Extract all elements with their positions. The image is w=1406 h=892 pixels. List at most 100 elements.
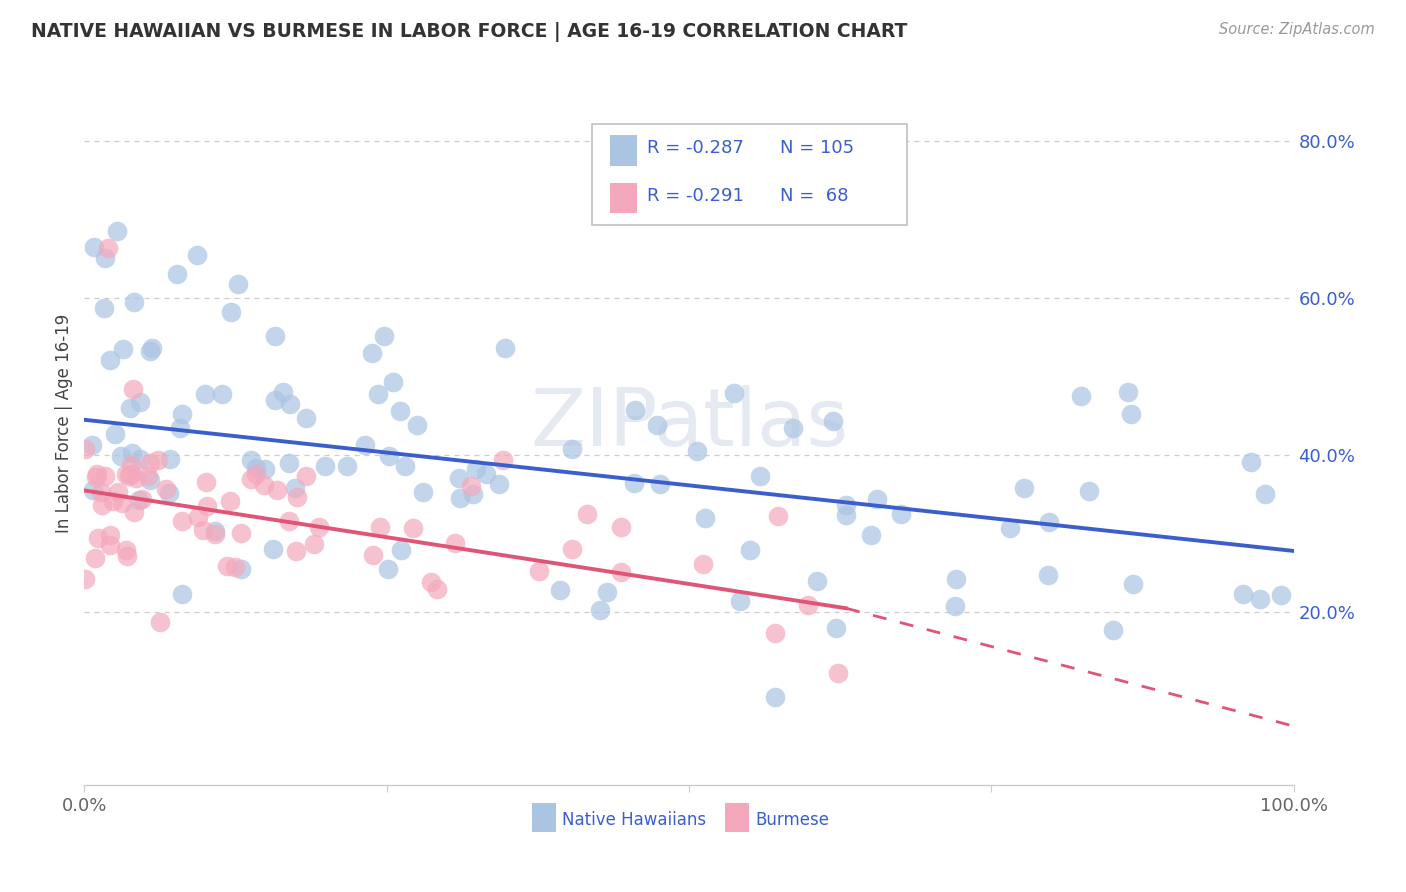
Point <box>465 462 488 476</box>
Point <box>827 666 849 681</box>
Point <box>111 342 134 356</box>
Point <box>368 520 391 534</box>
Point <box>159 452 181 467</box>
Point <box>278 397 301 411</box>
Point <box>121 446 143 460</box>
Point <box>115 549 138 564</box>
Point <box>80 438 103 452</box>
Point <box>218 494 240 508</box>
Point <box>1116 384 1139 399</box>
Point <box>797 598 820 612</box>
Point <box>461 487 484 501</box>
Point <box>610 565 633 579</box>
Point <box>139 344 162 359</box>
Point <box>128 493 150 508</box>
FancyBboxPatch shape <box>531 803 555 832</box>
Point <box>93 252 115 266</box>
Point <box>110 449 132 463</box>
Point <box>245 467 267 481</box>
Point <box>405 418 427 433</box>
Point <box>302 537 325 551</box>
Point <box>211 387 233 401</box>
Point <box>98 538 121 552</box>
Point <box>527 564 550 578</box>
Point <box>148 452 170 467</box>
Point <box>723 386 745 401</box>
Point <box>262 542 284 557</box>
Point <box>263 329 285 343</box>
Point <box>125 470 148 484</box>
Point <box>859 528 882 542</box>
Point <box>295 469 318 483</box>
Point <box>118 469 141 483</box>
Point <box>623 475 645 490</box>
Text: Native Hawaiians: Native Hawaiians <box>562 811 706 829</box>
Point <box>1070 389 1092 403</box>
Point <box>360 346 382 360</box>
Point <box>1077 483 1099 498</box>
Point <box>204 527 226 541</box>
Text: N = 105: N = 105 <box>780 139 853 157</box>
Point <box>401 521 423 535</box>
Point <box>295 410 318 425</box>
Point <box>115 543 138 558</box>
Point <box>98 353 121 368</box>
Point <box>492 453 515 467</box>
Point <box>782 420 804 434</box>
Point <box>1270 588 1292 602</box>
Point <box>122 383 145 397</box>
Point <box>1038 515 1060 529</box>
Point <box>84 470 107 484</box>
Point <box>1012 481 1035 495</box>
Point <box>277 514 299 528</box>
Point <box>219 305 242 319</box>
Point <box>443 536 465 550</box>
Point <box>253 477 276 491</box>
Text: R = -0.291: R = -0.291 <box>647 187 744 205</box>
Point <box>692 557 714 571</box>
Point <box>104 427 127 442</box>
Point <box>550 582 572 597</box>
Point <box>229 526 252 541</box>
Point <box>285 490 308 504</box>
Point <box>90 485 112 500</box>
Point <box>648 477 671 491</box>
Point <box>97 241 120 255</box>
Point <box>82 483 104 497</box>
Point <box>157 486 180 500</box>
Point <box>890 507 912 521</box>
Point <box>83 240 105 254</box>
Point <box>693 511 716 525</box>
FancyBboxPatch shape <box>592 124 907 225</box>
Text: ZIPatlas: ZIPatlas <box>530 384 848 463</box>
Point <box>373 329 395 343</box>
Point <box>314 459 336 474</box>
Point <box>226 277 249 291</box>
Point <box>1240 455 1263 469</box>
Point <box>139 473 162 487</box>
Point <box>172 514 194 528</box>
Point <box>195 475 218 490</box>
Point <box>866 492 889 507</box>
Point <box>170 587 193 601</box>
Point <box>254 462 277 476</box>
Point <box>278 456 301 470</box>
Point <box>766 509 789 524</box>
Point <box>215 559 238 574</box>
Point <box>576 507 599 521</box>
Point <box>561 542 583 557</box>
Point <box>186 248 208 262</box>
Point <box>749 469 772 483</box>
Point <box>245 461 267 475</box>
Point <box>460 478 482 492</box>
Point <box>623 403 645 417</box>
Point <box>194 387 217 401</box>
Point <box>998 521 1021 535</box>
Point <box>285 544 308 558</box>
Point <box>91 498 114 512</box>
Point <box>155 482 177 496</box>
Point <box>83 551 105 566</box>
Point <box>354 438 377 452</box>
FancyBboxPatch shape <box>610 183 637 213</box>
Point <box>224 559 246 574</box>
